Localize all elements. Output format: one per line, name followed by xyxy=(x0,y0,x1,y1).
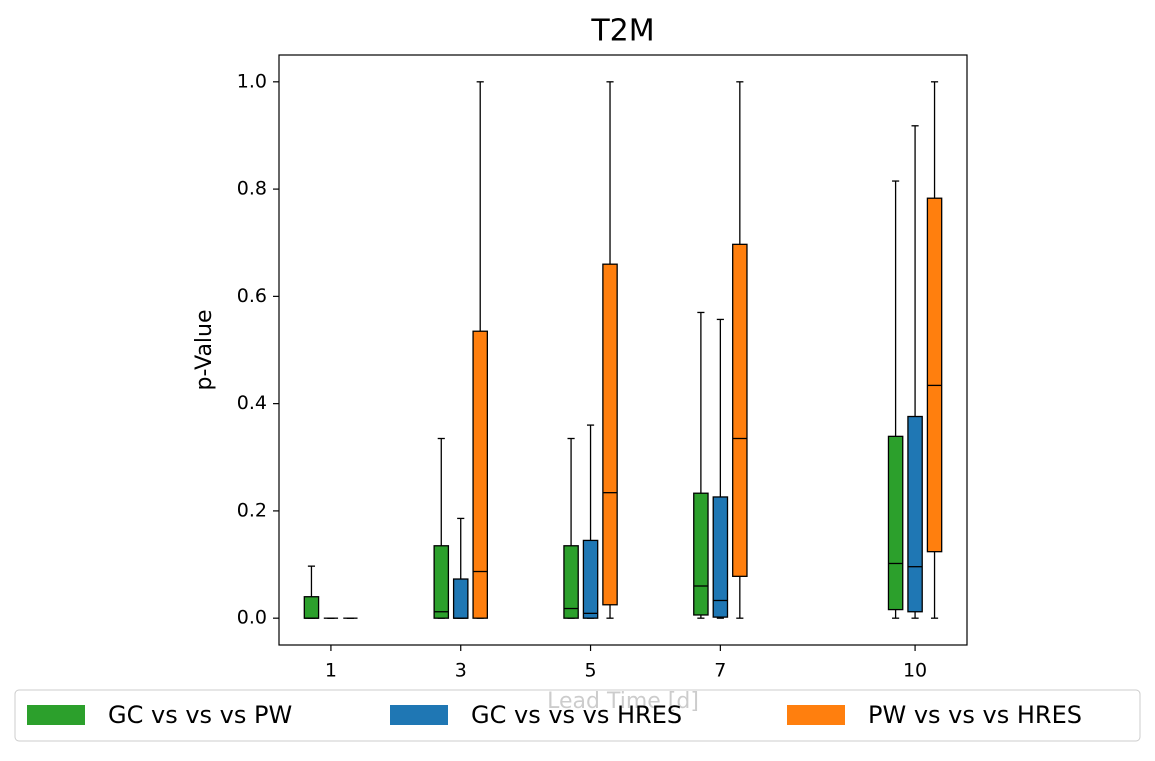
x-tick-label: 3 xyxy=(455,660,467,682)
legend-label: GC vs vs vs HRES xyxy=(471,701,682,729)
box xyxy=(433,545,450,619)
chart-title: T2M xyxy=(590,14,654,49)
legend-swatch xyxy=(390,705,448,725)
y-tick-label: 0.0 xyxy=(237,607,267,629)
x-tick-label: 1 xyxy=(325,660,337,682)
box xyxy=(693,492,709,616)
legend-box xyxy=(14,689,1141,742)
y-tick-label: 1.0 xyxy=(237,70,267,92)
box xyxy=(472,330,488,619)
box xyxy=(926,197,943,553)
box xyxy=(887,435,904,611)
box xyxy=(732,243,748,577)
box xyxy=(582,539,599,619)
box xyxy=(452,578,469,619)
legend-swatch xyxy=(27,705,85,725)
y-tick-label: 0.6 xyxy=(237,285,267,307)
y-tick-label: 0.4 xyxy=(237,392,267,414)
box xyxy=(563,545,579,619)
legend-label: PW vs vs vs HRES xyxy=(868,701,1082,729)
x-tick-label: 7 xyxy=(714,660,726,682)
box xyxy=(712,496,729,618)
legend-label: GC vs vs vs PW xyxy=(108,701,292,729)
plot-frame xyxy=(278,54,968,646)
legend-swatch xyxy=(787,705,845,725)
x-tick-label: 10 xyxy=(903,660,927,682)
box xyxy=(602,263,618,606)
box xyxy=(303,596,320,619)
y-tick-label: 0.2 xyxy=(237,499,267,521)
x-tick-label: 5 xyxy=(585,660,597,682)
y-axis-label: p-Value xyxy=(192,309,217,390)
box xyxy=(907,415,923,613)
y-tick-label: 0.8 xyxy=(237,178,267,200)
